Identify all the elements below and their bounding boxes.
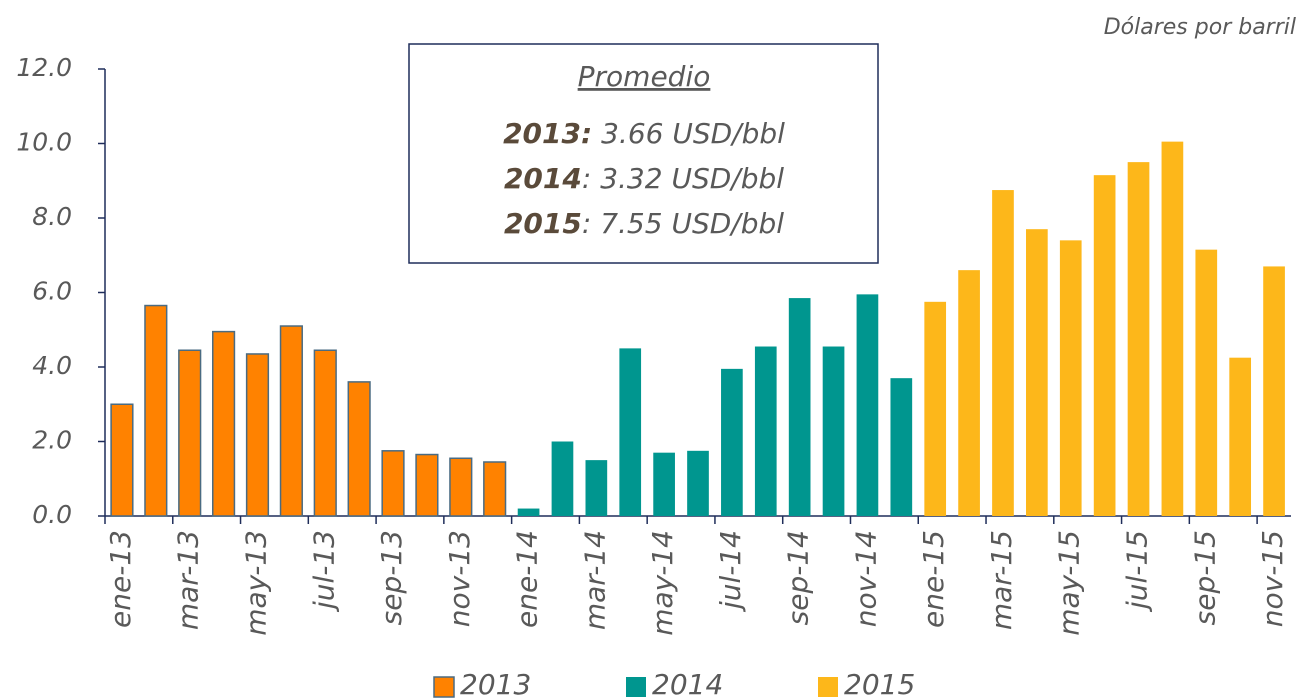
bar [788,298,811,516]
bar [585,460,608,516]
bar [1059,240,1082,516]
bar [415,453,439,517]
annotation-year: 2013: [503,117,592,150]
bar [687,450,709,516]
x-tick-label: ene-15 [917,530,950,628]
x-tick-label: mar-15 [985,530,1018,630]
bar [245,353,270,517]
bar [1263,266,1285,516]
bar [517,508,540,516]
bar [381,450,405,517]
x-tick-label: may-15 [1053,530,1086,636]
x-tick-label: nov-14 [849,530,882,627]
y-tick-label: 12.0 [16,53,72,82]
legend-label: 2015 [844,668,915,699]
bar [754,346,777,516]
bar [449,457,473,517]
x-tick-label: jul-13 [307,530,340,613]
x-tick-label: ene-13 [104,530,137,628]
legend-swatch [433,676,455,698]
y-tick-label: 4.0 [32,351,72,380]
annotation-box [408,43,879,264]
bar [212,330,236,517]
annotation-line: 2013: 3.66 USD/bbl [503,117,785,150]
x-tick-label: nov-13 [443,530,476,627]
annotation-line: 2014: 3.32 USD/bbl [504,162,784,195]
bar [313,349,337,517]
annotation-title: Promedio [578,60,711,93]
annotation-line: 2015: 7.55 USD/bbl [504,207,784,240]
legend-label: 2013 [460,668,531,699]
bar [144,304,168,517]
y-tick-label: 2.0 [32,426,72,455]
bar [1161,141,1184,516]
x-tick-label: nov-15 [1256,530,1289,627]
annotation-text: 3.66 USD/bbl [592,117,785,150]
bar [1229,357,1252,516]
bar [347,381,371,517]
legend-swatch [818,677,838,697]
x-tick-label: mar-14 [578,530,611,630]
annotation-text: : 3.32 USD/bbl [582,162,784,195]
bar [958,270,980,516]
x-tick-label: sep-13 [375,530,408,625]
bar [856,294,879,516]
legend-label: 2014 [652,668,723,699]
x-tick-label: jul-15 [1121,530,1154,613]
x-tick-label: may-13 [239,530,272,636]
x-tick-label: may-14 [646,530,679,636]
x-tick-label: ene-14 [511,530,544,628]
bar [1093,175,1116,516]
x-tick-label: jul-14 [714,530,747,613]
unit-label: Dólares por barril [1104,15,1296,40]
bar [653,452,675,516]
bar [1026,229,1048,517]
bar [279,325,303,517]
bar [992,190,1014,516]
bar [551,441,574,516]
annotation-year: 2015 [504,207,582,240]
bar [1127,162,1150,516]
bar [619,348,642,516]
x-tick-label: sep-15 [1188,530,1221,625]
legend-swatch [626,677,646,697]
y-tick-label: 0.0 [32,500,72,529]
bar [822,346,845,516]
y-tick-label: 10.0 [16,128,72,157]
annotation-year: 2014 [504,162,582,195]
bar [924,301,947,516]
x-tick-label: sep-14 [782,530,815,625]
bar [890,378,913,516]
bar [721,368,743,516]
bar [110,403,134,517]
bar [483,461,507,517]
y-tick-label: 6.0 [32,277,72,306]
y-tick-label: 8.0 [32,202,72,231]
annotation-text: : 7.55 USD/bbl [582,207,784,240]
x-tick-label: mar-13 [172,530,205,630]
bar [178,349,202,517]
bar [1195,249,1218,516]
